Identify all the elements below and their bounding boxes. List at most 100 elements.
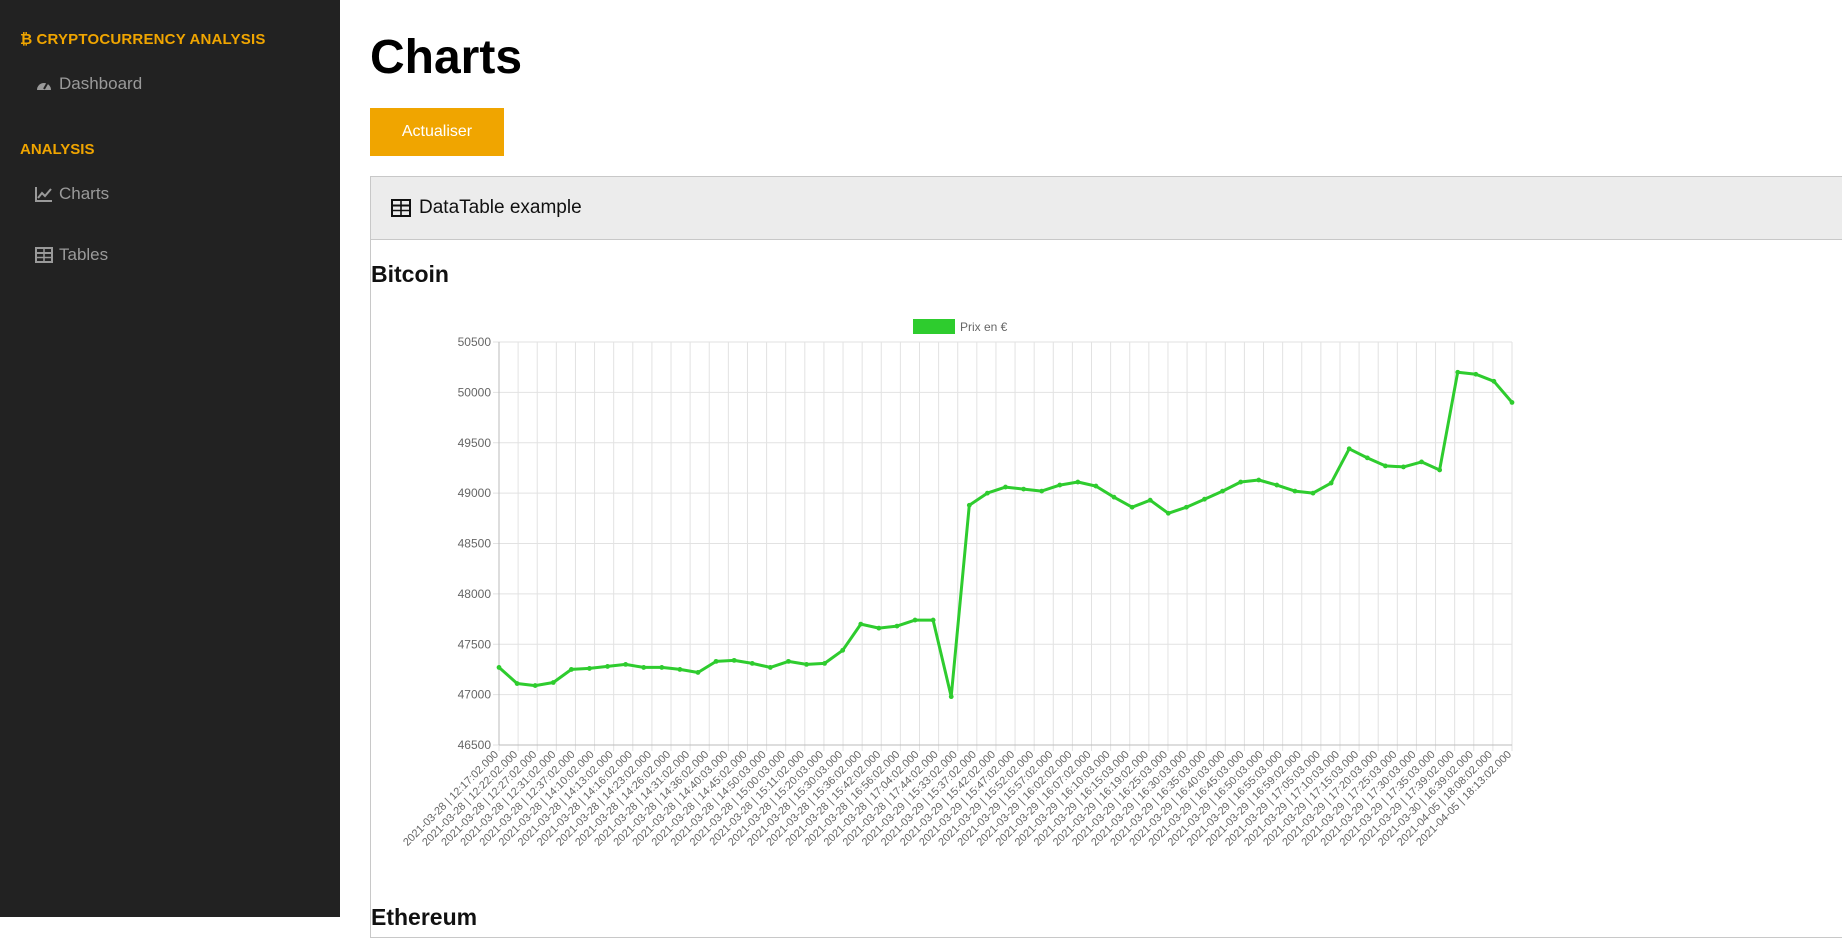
sidebar-item-dashboard[interactable]: Dashboard [35,74,142,94]
data-point [514,681,520,686]
data-point [1129,504,1135,510]
data-point [930,617,936,623]
data-point [568,667,574,672]
x-tick-label: 2021-03-28 | 14:36:02.000 [611,749,711,849]
data-point [1455,369,1461,375]
x-tick-label: 2021-03-28 | 12:31:02.000 [458,749,558,849]
x-tick-label: 2021-03-29 | 15:33:02.000 [860,749,960,849]
data-point [1491,378,1497,384]
x-tick-label: 2021-03-29 | 16:07:02.000 [994,749,1094,849]
card-title: DataTable example [419,197,582,218]
data-point [948,694,954,700]
x-tick-label: 2021-03-28 | 12:22:02.000 [420,749,520,849]
x-tick-label: 2021-03-29 | 15:57:02.000 [955,749,1055,849]
data-point [641,665,647,670]
x-tick-label: 2021-03-29 | 16:35:03.000 [1108,749,1208,849]
table-icon [391,199,411,217]
sidebar-item-charts[interactable]: Charts [35,184,109,204]
x-tick-label: 2021-03-29 | 16:19:02.000 [1051,749,1151,849]
legend-label: Prix en € [960,320,1008,334]
x-tick-label: 2021-04-05 | 18:08:02.000 [1395,749,1495,849]
data-point [1328,480,1334,486]
page-title: Charts [370,31,523,84]
sidebar-item-label: Dashboard [59,74,143,93]
x-tick-label: 2021-03-29 | 16:55:03.000 [1185,749,1285,849]
data-point [677,667,683,672]
data-point [822,660,828,666]
sidebar-heading-analysis: ANALYSIS [20,141,95,158]
x-tick-label: 2021-03-28 | 16:56:02.000 [802,749,902,849]
x-tick-label: 2021-03-29 | 16:50:03.000 [1166,749,1266,849]
refresh-button[interactable]: Actualiser [370,108,504,156]
data-point [1147,497,1153,503]
x-tick-label: 2021-03-29 | 16:59:02.000 [1204,749,1304,849]
data-point [713,658,719,664]
data-point [695,670,701,675]
data-point [731,657,737,663]
y-tick-label: 47000 [458,688,492,702]
y-tick-label: 49000 [458,486,492,500]
x-tick-label: 2021-03-29 | 16:45:03.000 [1147,749,1247,849]
x-tick-label: 2021-03-28 | 15:30:03.000 [745,749,845,849]
data-point [1437,467,1443,473]
data-point [1220,488,1225,494]
data-point [496,665,502,670]
data-point [1419,459,1424,465]
sidebar-item-tables[interactable]: Tables [35,245,108,265]
x-tick-label: 2021-03-28 | 12:17:02.000 [401,749,501,849]
y-tick-label: 50500 [458,335,492,349]
x-tick-label: 2021-03-29 | 16:15:03.000 [1032,749,1132,849]
data-point [1165,510,1171,516]
data-point [1292,488,1298,494]
y-tick-label: 46500 [458,738,492,752]
x-tick-label: 2021-03-29 | 17:39:02.000 [1357,749,1457,849]
x-tick-label: 2021-03-28 | 15:11:02.000 [707,749,806,848]
line-chart-icon [35,187,52,202]
card-header: DataTable example [371,177,1842,240]
data-point [840,647,846,653]
data-point [1075,479,1081,485]
data-point [1183,504,1189,510]
x-tick-label: 2021-03-28 | 14:50:03.000 [669,749,769,849]
y-tick-label: 50000 [458,385,492,399]
x-tick-label: 2021-03-29 | 17:10:03.000 [1242,749,1342,849]
x-tick-label: 2021-03-29 | 16:02:02.000 [974,749,1074,849]
data-point [1274,482,1280,488]
data-point [858,621,864,627]
x-tick-label: 2021-03-29 | 15:52:02.000 [936,749,1036,849]
data-point [1039,488,1045,494]
x-tick-label: 2021-03-28 | 14:10:02.000 [497,749,597,849]
data-point [532,683,538,688]
data-point [985,490,990,496]
x-tick-label: 2021-03-28 | 14:13:02.000 [516,749,616,849]
data-point [1202,496,1207,502]
data-point [1238,479,1244,485]
datatable-card: DataTable example Bitcoin Ethereum 46500… [370,176,1842,938]
data-point [1509,400,1515,405]
data-point [749,660,755,666]
x-tick-label: 2021-03-29 | 16:40:03.000 [1127,749,1227,849]
data-point [1310,490,1316,496]
x-tick-label: 2021-03-29 | 17:20:03.000 [1280,749,1380,849]
x-tick-label: 2021-03-29 | 16:30:03.000 [1089,749,1189,849]
x-tick-label: 2021-03-29 | 16:10:03.000 [1013,749,1113,849]
x-tick-label: 2021-03-28 | 15:00:03.000 [688,749,788,849]
x-tick-label: 2021-03-28 | 14:26:02.000 [573,749,673,849]
x-tick-label: 2021-03-28 | 12:37:02.000 [478,749,578,849]
data-point [550,680,556,685]
sidebar: ₿ CRYPTOCURRENCY ANALYSIS Dashboard ANAL… [0,0,340,917]
data-point [1382,463,1388,469]
tachometer-icon [37,81,51,90]
table-icon [35,247,53,263]
x-tick-label: 2021-03-28 | 14:40:03.000 [630,749,730,849]
x-tick-label: 2021-03-29 | 17:05:03.000 [1223,749,1323,849]
x-tick-label: 2021-03-29 | 17:35:03.000 [1338,749,1438,849]
section-title-ethereum: Ethereum [371,904,478,930]
data-point [1401,464,1406,470]
sidebar-item-label: Tables [59,245,109,264]
x-tick-label: 2021-03-30 | 16:39:02.000 [1376,749,1476,849]
brand-link[interactable]: ₿ CRYPTOCURRENCY ANALYSIS [20,31,266,48]
data-point [1364,455,1370,461]
x-tick-label: 2021-03-29 | 15:47:02.000 [917,749,1017,849]
data-point [894,623,900,629]
